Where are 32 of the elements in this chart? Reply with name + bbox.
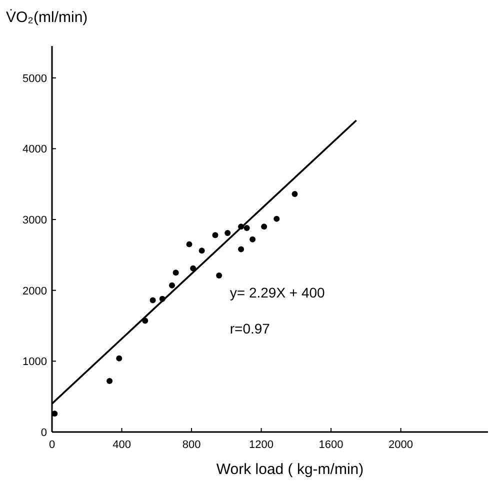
x-axis-title: Work load ( kg-m/min) (216, 461, 364, 478)
x-tick-label: 1200 (249, 439, 274, 451)
y-tick-label: 1000 (22, 356, 47, 368)
point (212, 232, 218, 238)
y-axis-title: V̇O₂(ml/min) (6, 8, 88, 26)
y-tick-label: 5000 (22, 72, 47, 85)
x-tick-label: 400 (112, 439, 131, 451)
point (274, 216, 280, 222)
x-tick-label: 800 (182, 439, 201, 451)
y-tick-label: 4000 (22, 144, 47, 156)
point (198, 248, 205, 254)
point (238, 246, 244, 252)
y-tick-label: 3000 (22, 214, 47, 227)
x-tick-label: 0 (48, 439, 56, 451)
point (250, 236, 256, 242)
point (168, 282, 175, 288)
point (106, 378, 113, 384)
point (292, 191, 298, 198)
point (216, 272, 222, 278)
point (261, 224, 268, 230)
x-tick-label: 1600 (318, 439, 344, 451)
point (150, 297, 156, 304)
y-tick-label: 0 (40, 427, 47, 439)
annotation: y= 2.29X + 400 (230, 284, 326, 300)
y-tick-label: 2000 (22, 285, 47, 298)
point (186, 241, 192, 248)
point (244, 225, 250, 232)
x-tick-label: 2000 (388, 439, 414, 451)
point (116, 355, 122, 362)
point (224, 230, 231, 236)
point (172, 270, 179, 276)
annotation: r=0.97 (230, 320, 270, 336)
